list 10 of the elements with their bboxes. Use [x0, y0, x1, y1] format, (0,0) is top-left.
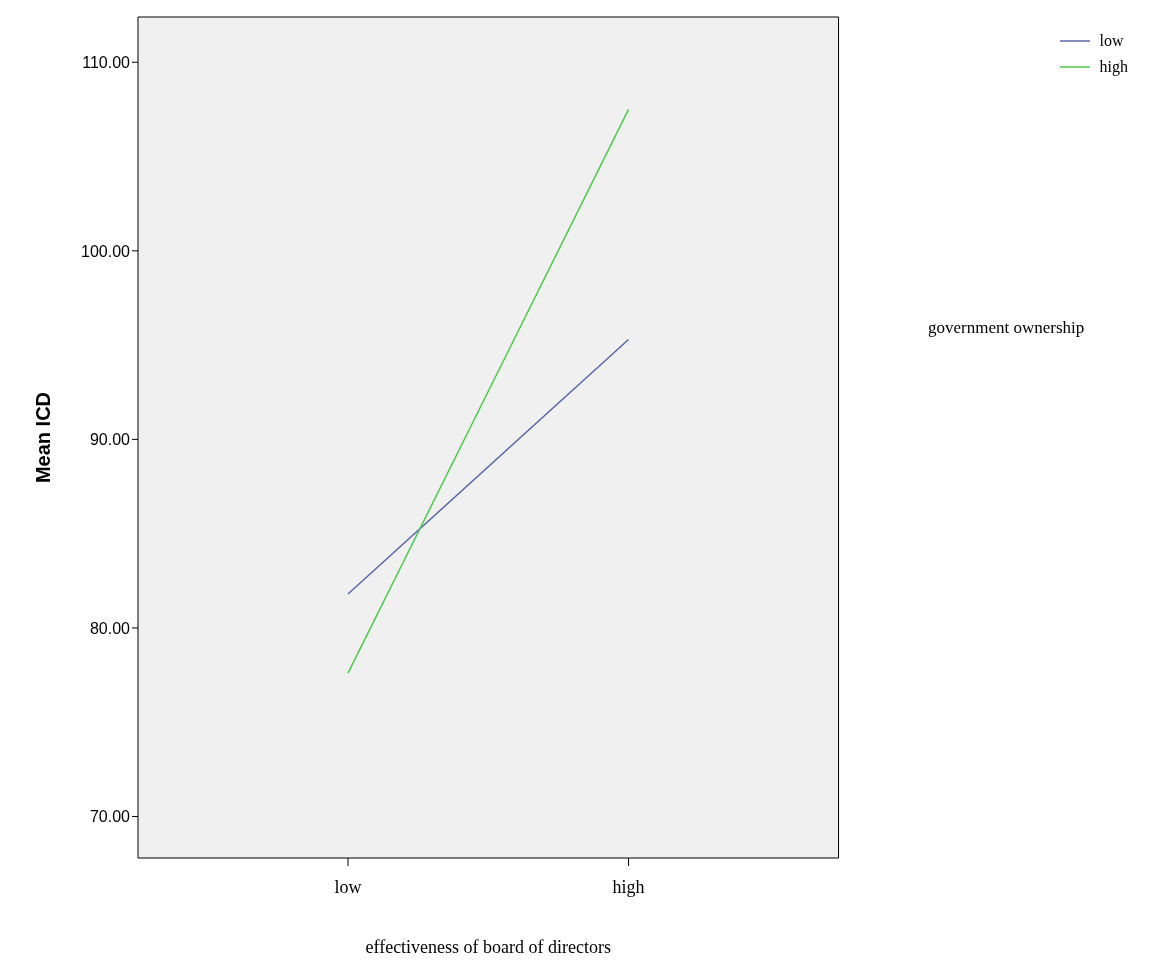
y-tick-label: 100.00	[81, 242, 131, 260]
x-axis-title: effectiveness of board of directors	[365, 937, 612, 957]
legend-label: high	[1099, 58, 1128, 76]
legend-label: low	[1099, 32, 1124, 50]
y-tick-label: 70.00	[89, 808, 131, 826]
y-tick-label: 90.00	[89, 431, 131, 449]
y-tick-label: 80.00	[89, 619, 131, 637]
legend-title: government ownership	[928, 318, 1085, 338]
y-axis-title: Mean ICD	[32, 391, 55, 484]
y-tick-label: 110.00	[82, 53, 131, 71]
